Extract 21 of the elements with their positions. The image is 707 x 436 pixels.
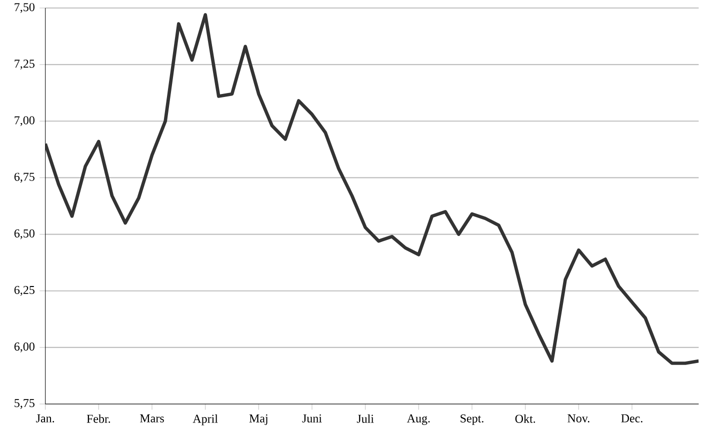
x-tick-label: Dec. <box>621 414 642 422</box>
y-tick-label: 6,25 <box>14 286 34 296</box>
x-tick-label: April <box>192 414 218 426</box>
x-tick-label: Maj <box>249 414 268 425</box>
y-tick-label: 6,75 <box>14 172 34 183</box>
y-tick-label: 7,00 <box>14 116 34 126</box>
y-tick-label: 7,50 <box>14 3 34 13</box>
x-tick-label: Aug. <box>406 414 430 425</box>
y-tick-label: 6,00 <box>14 342 34 352</box>
x-tick-label: Juli <box>356 414 374 423</box>
x-tick-label: Jan. <box>36 414 54 422</box>
x-tick-label: Nov. <box>568 414 590 422</box>
x-tick-label: Okt. <box>515 414 536 423</box>
x-tick-label: Febr. <box>86 414 110 423</box>
x-tick-label: Juni <box>302 414 322 422</box>
y-tick-label: 5,75 <box>14 399 34 409</box>
x-tick-label: Mars <box>140 414 164 422</box>
x-tick-label: Sept. <box>460 414 484 425</box>
y-tick-label: 7,25 <box>14 60 34 70</box>
y-tick-label: 6,50 <box>14 229 34 240</box>
line-series <box>45 13 699 365</box>
